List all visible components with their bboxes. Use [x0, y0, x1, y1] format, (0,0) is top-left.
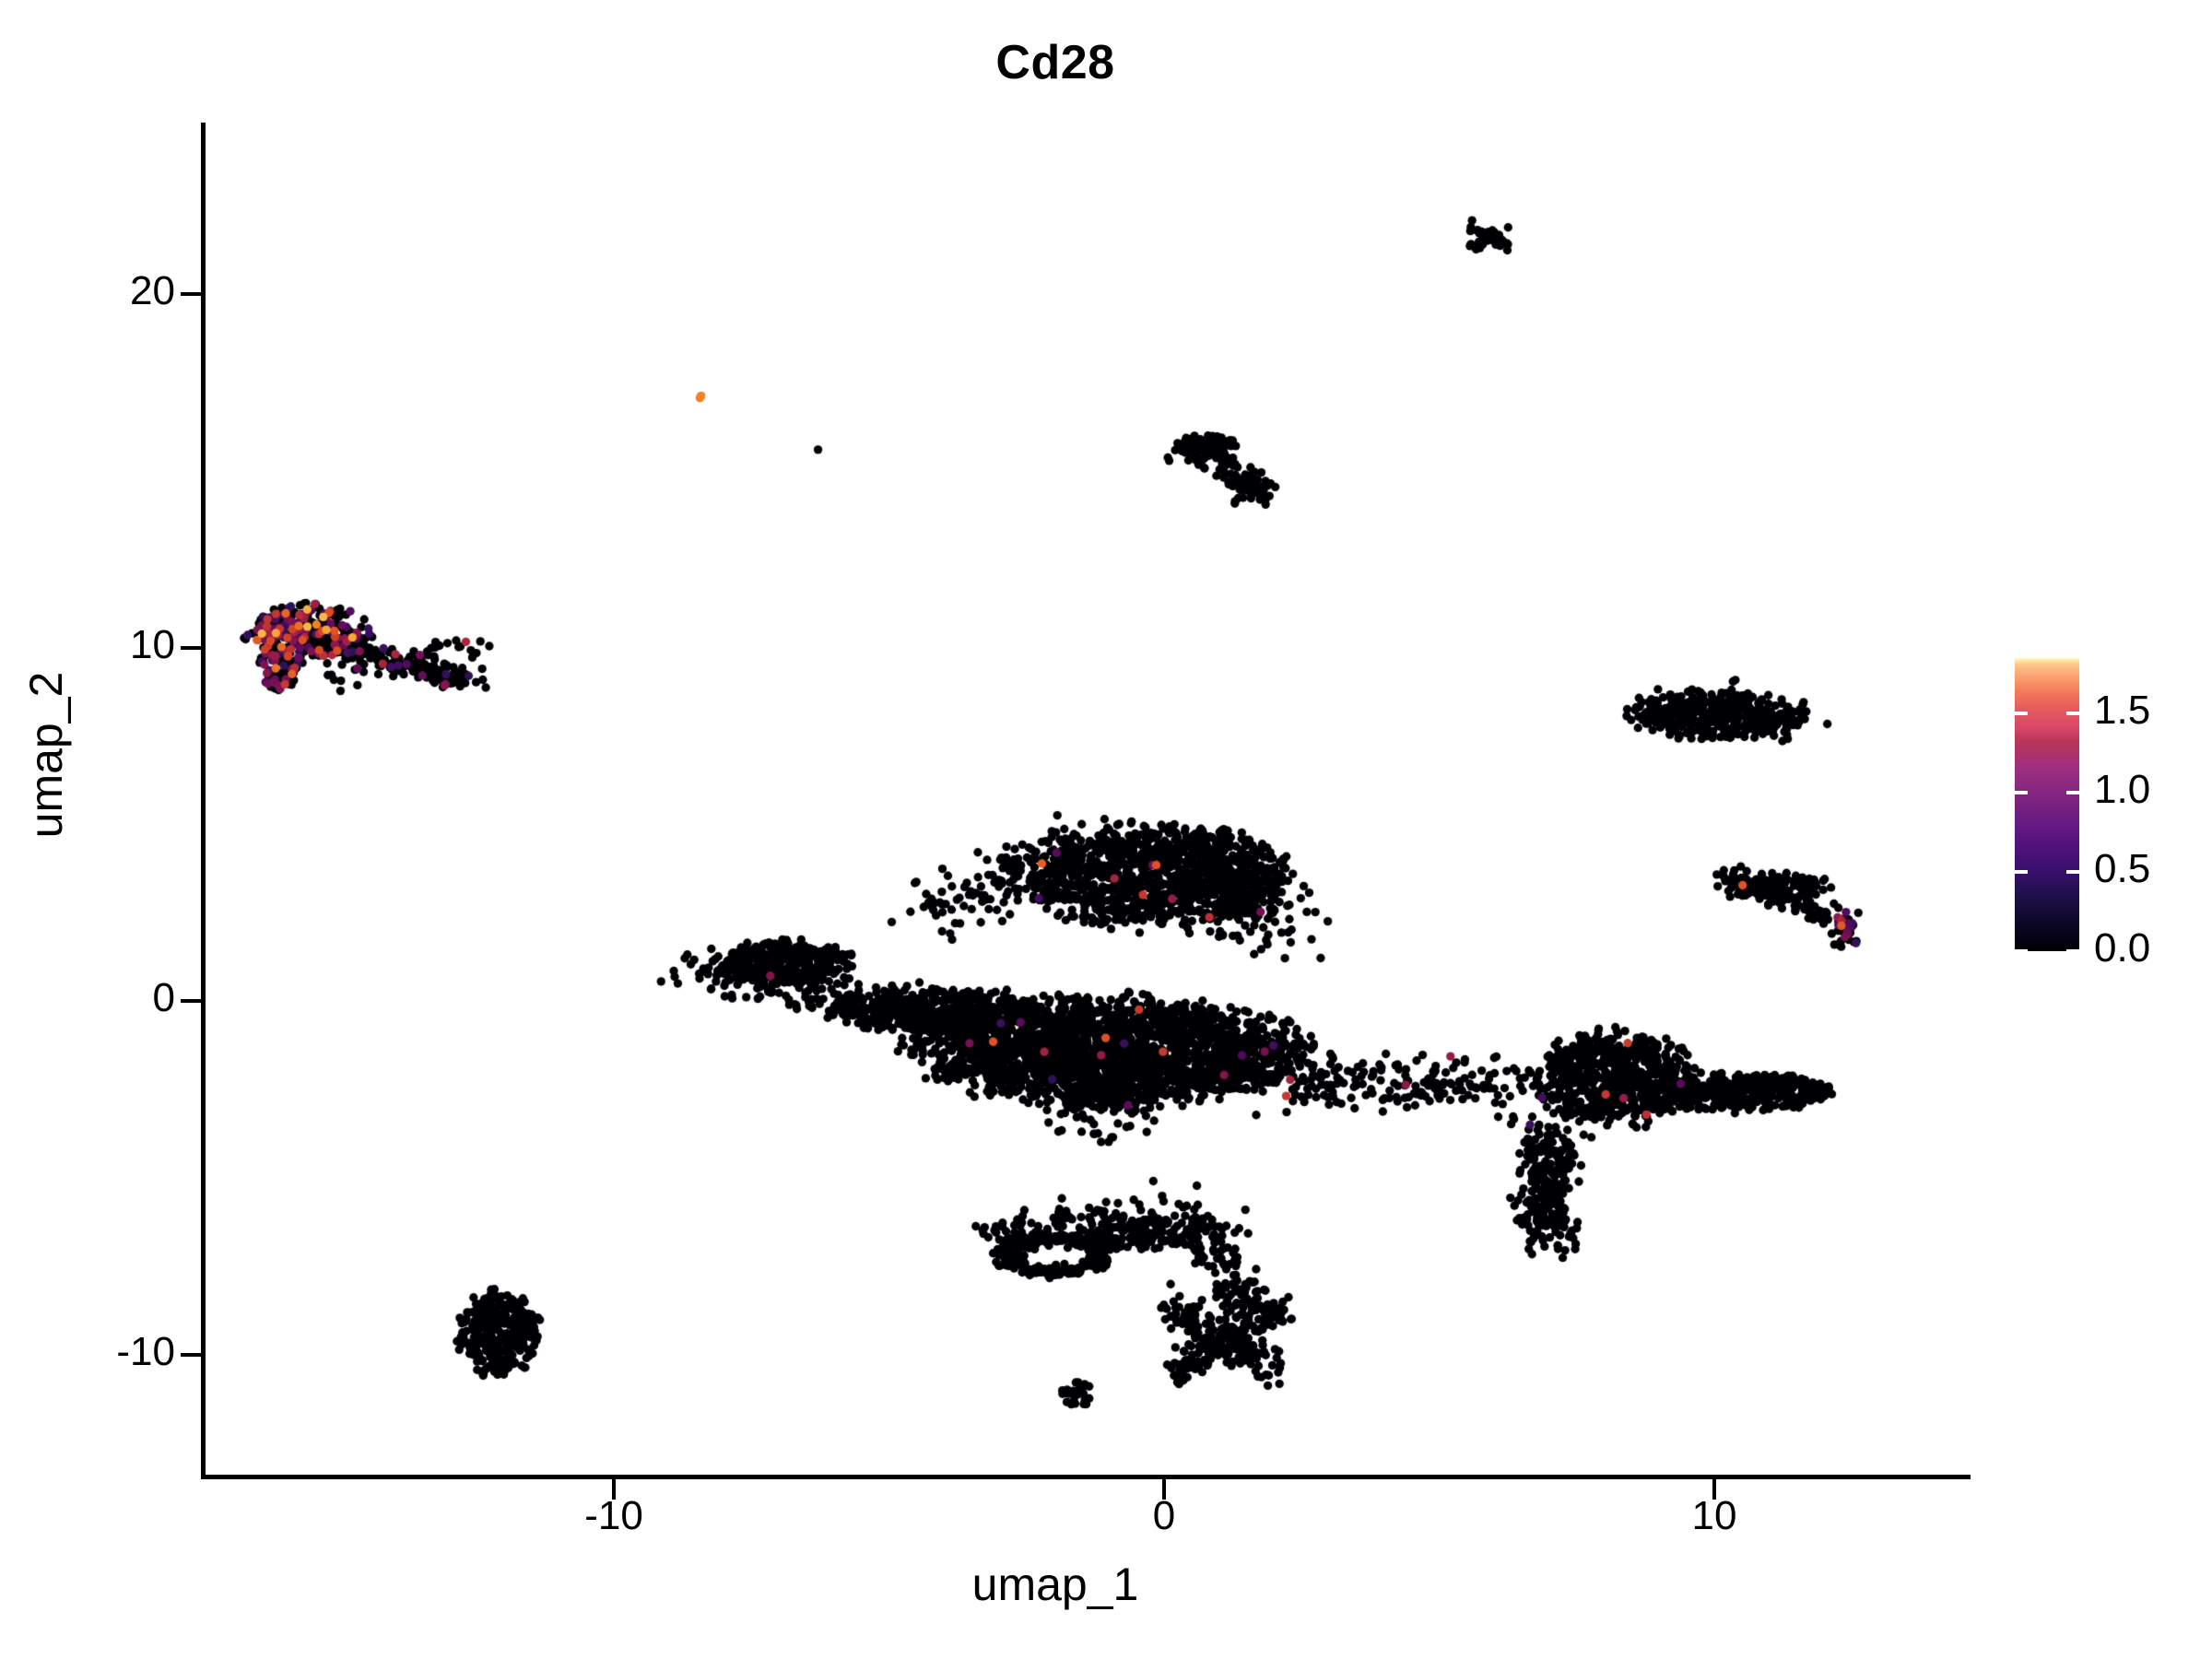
colorbar-tick-label: 0.0 [2094, 925, 2151, 971]
y-tick-mark [181, 1352, 201, 1357]
colorbar-legend: 0.0 0.5 1.0 1.5 [2015, 658, 2150, 971]
x-tick-mark [1712, 1479, 1716, 1500]
y-tick-label: 10 [130, 621, 175, 667]
colorbar-gradient [2015, 658, 2079, 951]
y-tick-mark [181, 645, 201, 650]
colorbar-tick-label: 1.5 [2094, 688, 2151, 734]
colorbar-tick-mark [2015, 791, 2028, 795]
x-tick-label: 0 [1152, 1493, 1176, 1538]
x-axis-title: umap_1 [971, 1559, 1139, 1610]
colorbar-tick-mark [2015, 949, 2028, 953]
y-axis-line [201, 123, 206, 1479]
x-axis-line [201, 1475, 1971, 1479]
colorbar-tick-mark [2015, 870, 2028, 875]
y-tick-mark [181, 292, 201, 296]
y-tick-label: 20 [130, 268, 175, 313]
x-tick-mark [612, 1479, 616, 1500]
y-tick-label: -10 [116, 1328, 175, 1374]
colorbar-tick-mark [2066, 712, 2079, 716]
x-tick-label: 10 [1691, 1493, 1737, 1538]
colorbar-tick-mark [2066, 870, 2079, 875]
colorbar-tick-mark [2066, 949, 2079, 953]
y-tick-mark [181, 999, 201, 1003]
colorbar-tick-label: 0.5 [2094, 846, 2151, 892]
x-tick-mark [1162, 1479, 1166, 1500]
y-axis-title: umap_2 [20, 671, 72, 839]
x-tick-label: -10 [584, 1493, 643, 1538]
colorbar-tick-mark [2066, 791, 2079, 795]
y-tick-label: 0 [152, 975, 175, 1020]
colorbar-tick-mark [2015, 712, 2028, 716]
colorbar-tick-label: 1.0 [2094, 767, 2151, 813]
